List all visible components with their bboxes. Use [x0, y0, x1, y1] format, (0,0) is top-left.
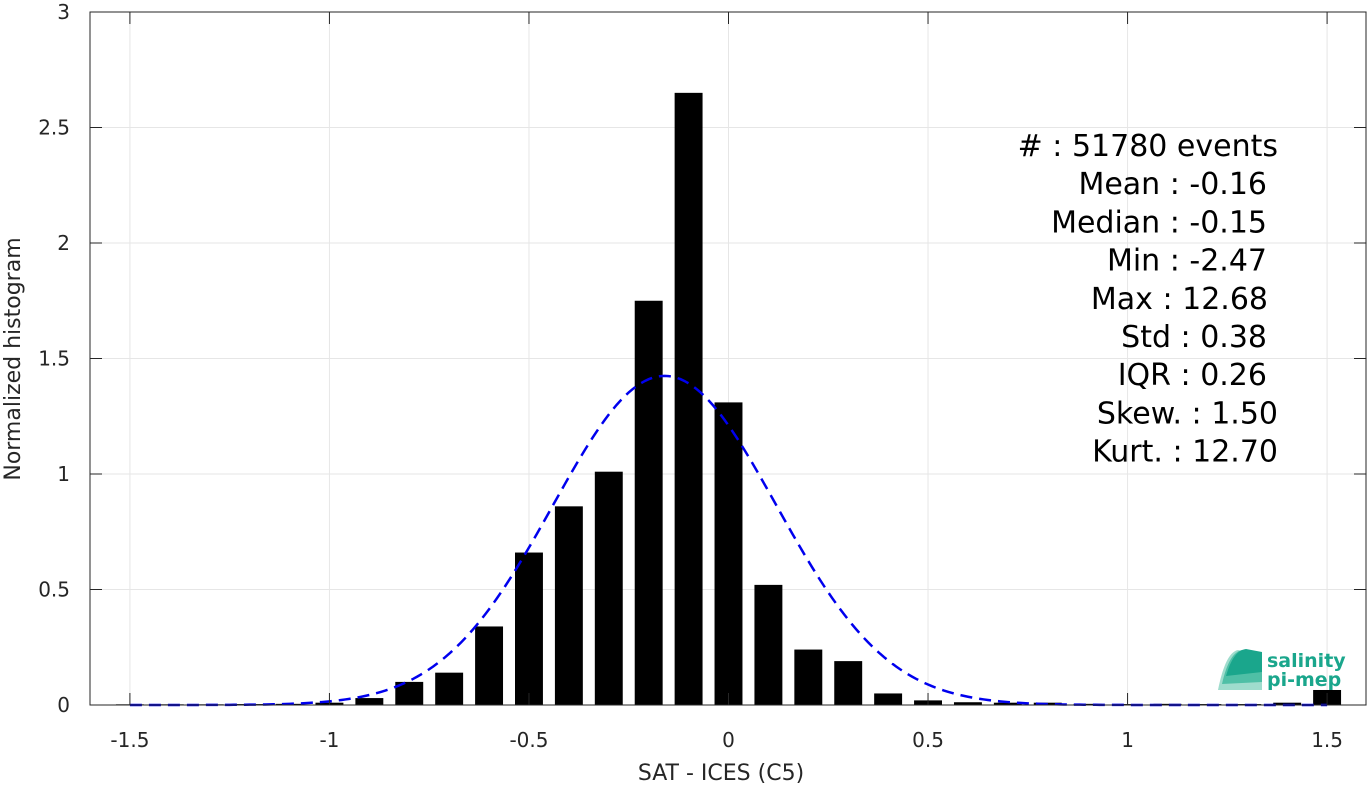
histogram-bar	[594, 471, 623, 705]
logo-text-pi-mep: pi-mep	[1267, 669, 1341, 691]
histogram-bar	[953, 702, 982, 705]
histogram-bar	[714, 402, 743, 705]
y-tick-label: 2.5	[38, 116, 70, 140]
histogram-bar	[1153, 703, 1182, 705]
histogram-bar	[395, 681, 424, 705]
stats-line: Max : 12.68	[1091, 282, 1268, 317]
stats-line: Kurt. : 12.70	[1092, 435, 1278, 470]
y-tick-label: 3	[57, 0, 70, 24]
stats-line: Median : -0.15	[1051, 205, 1267, 240]
histogram-bar	[874, 693, 903, 705]
histogram-bar	[834, 661, 863, 705]
histogram-bar	[1073, 703, 1102, 705]
y-tick-labels: 0 0.5 1 1.5 2 2.5 3	[38, 0, 70, 717]
stats-line: IQR : 0.26	[1118, 358, 1267, 393]
histogram-bar	[634, 300, 663, 705]
stats-line: Mean : -0.16	[1078, 167, 1267, 202]
y-tick-label: 1.5	[38, 347, 70, 371]
histogram-bar	[515, 552, 543, 705]
stats-line: # : 51780 events	[1018, 129, 1278, 164]
histogram-bar	[754, 584, 783, 705]
axis-ticks	[90, 11, 1366, 706]
stats-line: Min : -2.47	[1107, 244, 1267, 279]
histogram-bar	[674, 92, 703, 706]
logo-text-salinity: salinity	[1267, 650, 1346, 672]
wave-logo-icon	[1218, 649, 1262, 690]
y-tick-label: 0.5	[38, 578, 70, 602]
x-tick-label: 1.5	[1311, 728, 1343, 752]
x-tick-label: -1.5	[110, 728, 149, 752]
stats-line: Skew. : 1.50	[1097, 396, 1278, 431]
salinity-pi-mep-logo: salinity pi-mep	[1218, 649, 1346, 691]
histogram-bar	[435, 672, 464, 705]
x-axis-label: SAT - ICES (C5)	[638, 761, 804, 785]
histogram-bar	[554, 506, 583, 705]
histogram-bars	[115, 92, 1342, 706]
stats-line: Std : 0.38	[1121, 320, 1267, 355]
y-tick-label: 2	[57, 231, 70, 255]
x-tick-label: 0.5	[912, 728, 944, 752]
x-tick-label: -0.5	[509, 728, 548, 752]
x-tick-label: 0	[722, 728, 735, 752]
histogram-bar	[475, 626, 504, 705]
x-tick-labels: -1.5 -1 -0.5 0 0.5 1 1.5	[110, 728, 1343, 752]
y-axis-label: Normalized histogram	[1, 237, 26, 480]
x-tick-label: 1	[1121, 728, 1134, 752]
histogram-bar	[355, 698, 384, 705]
histogram-bar	[794, 649, 823, 705]
y-tick-label: 1	[57, 462, 70, 486]
y-tick-label: 0	[57, 693, 70, 717]
x-tick-label: -1	[319, 728, 339, 752]
histogram-bar	[993, 702, 1022, 705]
